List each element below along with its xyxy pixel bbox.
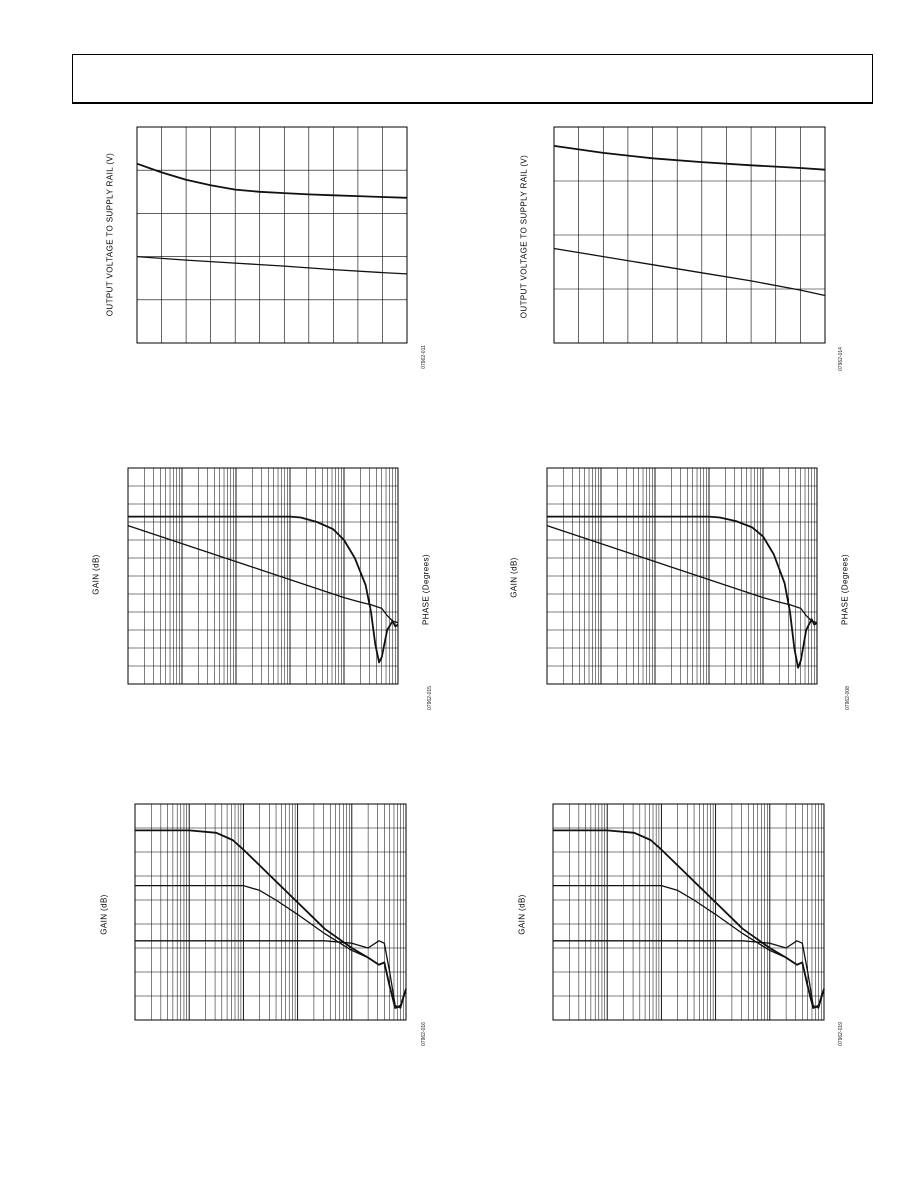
header-rule-bottom — [72, 102, 873, 104]
figure-6-id: 07962-019 — [838, 1022, 844, 1046]
header-rule-top — [72, 54, 873, 55]
series-line-2 — [553, 247, 826, 297]
header-border-left — [72, 54, 73, 103]
series-line-2 — [135, 884, 407, 1009]
series-line-2 — [127, 524, 399, 624]
series-line-1 — [128, 515, 399, 664]
series-line-1 — [553, 145, 826, 171]
series-line-2 — [553, 884, 825, 1009]
series-line-2 — [546, 524, 818, 624]
plot-frame — [136, 126, 408, 344]
plot-frame — [552, 803, 825, 1021]
series-line-3 — [135, 940, 407, 1009]
series-line-1 — [136, 162, 408, 199]
series-line-3 — [553, 940, 825, 1009]
series-line-1 — [547, 515, 818, 669]
header-border-right — [872, 54, 873, 103]
plot-frame — [134, 803, 407, 1021]
series-line-2 — [136, 255, 408, 275]
series-line-1 — [553, 829, 825, 1009]
